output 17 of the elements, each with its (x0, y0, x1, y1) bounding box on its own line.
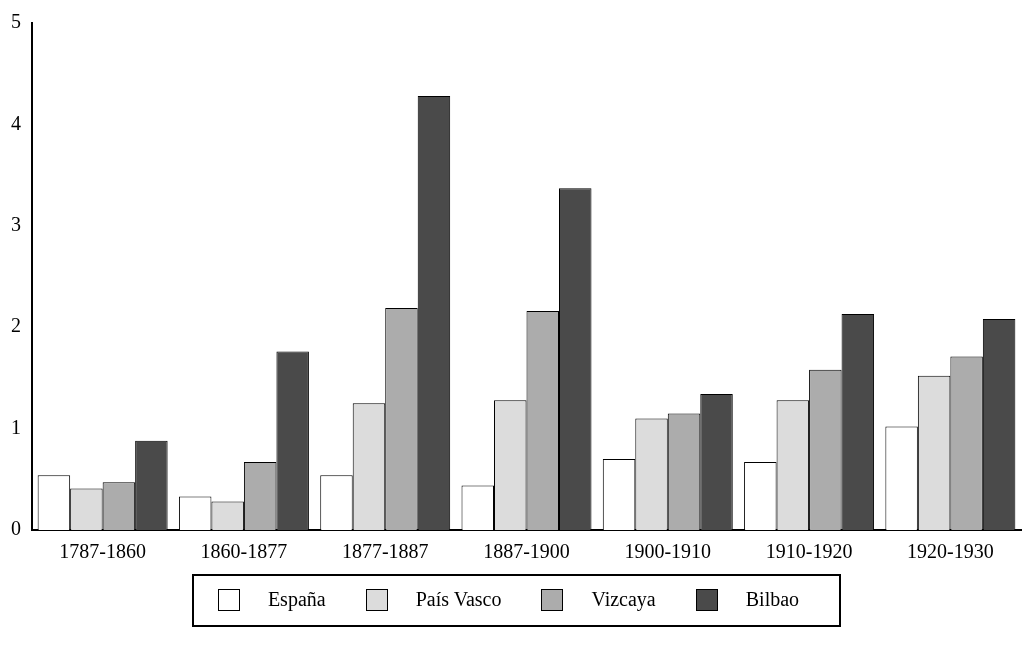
x-tick-label: 1860-1877 (200, 540, 288, 563)
x-tick-label: 1787-1860 (59, 540, 146, 563)
x-tick-label: 1887-1900 (483, 540, 570, 563)
y-tick-label: 5 (11, 10, 21, 33)
legend-label: Vizcaya (591, 588, 656, 611)
y-tick-label: 0 (11, 517, 21, 540)
y-tick-label: 4 (11, 111, 21, 134)
y-tick-label: 1 (11, 415, 21, 438)
text: España (267, 588, 326, 611)
x-tick-label: 1877-1887 (341, 540, 429, 563)
x-tick-label: 1920-1930 (907, 540, 994, 563)
legend-label: País Vasco (415, 588, 502, 611)
y-tick-label: 3 (11, 213, 21, 236)
x-tick-label: 1900-1910 (624, 540, 712, 563)
legend-label: Bilbao (745, 588, 800, 611)
x-tick-label: 1910-1920 (765, 540, 853, 563)
y-tick-label: 2 (11, 314, 21, 337)
